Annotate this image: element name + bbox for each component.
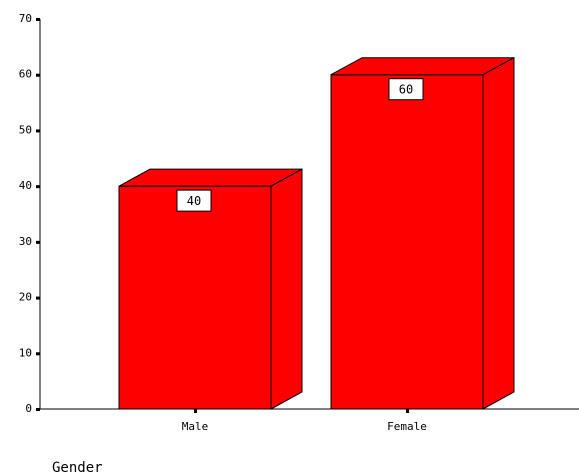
y-tick	[36, 408, 40, 411]
y-tick-label: 50	[19, 123, 32, 136]
x-tick	[406, 409, 409, 413]
bar-side-face	[482, 56, 515, 410]
bars: 40 60	[118, 56, 515, 410]
x-axis: Male Female	[40, 408, 579, 433]
data-label-box	[176, 189, 212, 212]
y-tick	[36, 296, 40, 300]
x-tick-label: Male	[182, 420, 209, 433]
y-tick-label: 0	[25, 402, 32, 415]
bar-male: 40	[118, 168, 303, 410]
y-axis: 0 10 20 30 40 50 60 70	[19, 12, 41, 415]
bar-front	[330, 74, 484, 410]
x-tick-label: Female	[387, 420, 427, 433]
x-tick	[194, 409, 197, 413]
bar-front	[118, 185, 272, 410]
y-tick-label: 70	[19, 12, 32, 25]
bar-female: 60	[330, 56, 515, 410]
y-tick	[36, 240, 40, 244]
data-label: 40	[187, 194, 201, 208]
y-tick	[36, 129, 40, 133]
x-axis-title: Gender	[52, 460, 103, 475]
data-label: 60	[399, 83, 413, 97]
y-tick-label: 10	[19, 346, 32, 359]
y-tick-label: 20	[19, 291, 32, 304]
y-tick-label: 60	[19, 68, 32, 81]
y-tick-label: 30	[19, 235, 32, 248]
data-label-box	[388, 78, 424, 101]
y-tick	[36, 352, 40, 356]
y-tick	[36, 73, 40, 77]
y-tick	[36, 18, 40, 21]
y-tick	[36, 185, 40, 189]
bar-top-face	[330, 57, 515, 76]
y-tick-label: 40	[19, 179, 32, 192]
bar-top-face	[118, 168, 303, 187]
bar-side-face	[270, 168, 303, 410]
